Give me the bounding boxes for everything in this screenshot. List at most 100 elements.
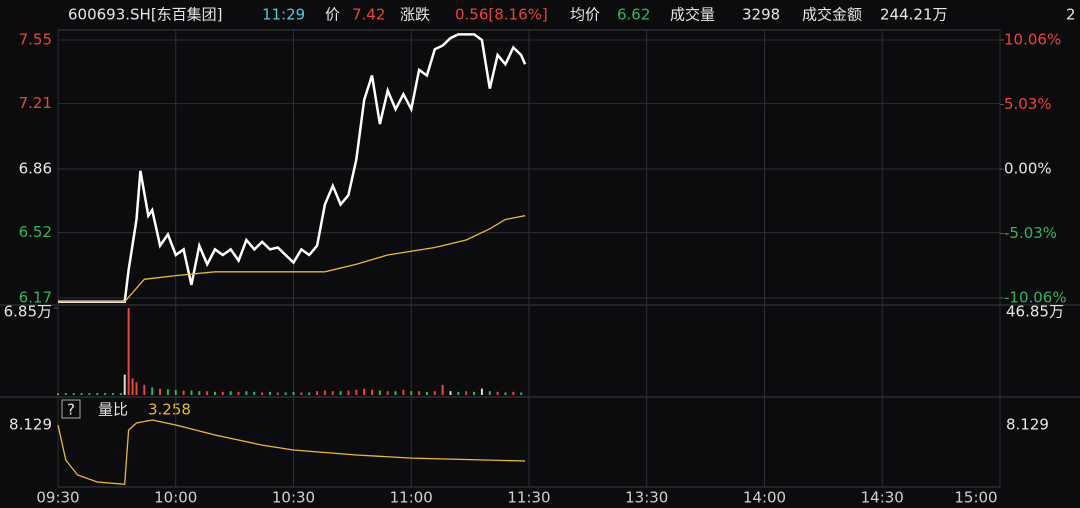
y-tick-label: 8.129 [9,416,52,434]
bar [512,391,515,395]
bar [386,391,389,395]
avg: 6.62 [617,6,650,24]
bar [402,389,405,395]
bar [433,391,436,395]
bar [418,391,421,395]
y-tick-label: 6.85万 [4,303,52,321]
bar [323,390,326,395]
bar [339,391,342,395]
bar [151,387,154,395]
bar [127,308,130,395]
bar [182,390,185,395]
y2-tick-label: 5.03% [1004,95,1052,113]
time: 11:29 [262,6,305,24]
bar [253,391,256,395]
volume-label: 成交量 [670,6,715,24]
change-label: 涨跌 [400,6,430,24]
header: 600693.SH[东百集团] 11:29 价 7.42 涨跌 0.56[8.1… [68,6,1076,24]
bar [449,391,452,395]
line [58,215,526,303]
bar [331,391,334,395]
bar [457,391,460,395]
bar [308,392,311,395]
bar [488,391,491,395]
y-tick-label: 7.55 [19,31,52,49]
bar [245,391,248,395]
bar [174,389,177,395]
bar [166,389,169,395]
bar [465,391,468,395]
bar [237,391,240,395]
bar [190,390,193,395]
avg-label: 均价 [570,6,600,24]
y-right-label: 46.85万 [1006,303,1064,321]
bar [316,391,319,395]
x-tick-label: 09:30 [36,489,79,507]
bar [355,389,358,395]
x-tick-label: 10:00 [154,489,197,507]
bar [221,391,224,395]
bar [425,391,428,395]
bar [57,393,59,395]
help-icon[interactable]: ? [67,401,75,419]
ratio-current: 3.258 [148,401,191,419]
line [57,419,526,486]
bar [206,391,209,395]
bar [441,384,444,395]
bar [123,374,126,395]
bar [111,393,114,395]
bar [159,388,162,395]
amount-label: 成交金额 [802,6,862,24]
price: 7.42 [352,6,385,24]
bar [378,390,381,395]
x-tick-label: 14:30 [861,489,904,507]
bar [143,384,146,395]
bar [520,392,523,395]
y2-tick-label: 10.06% [1004,31,1061,49]
y2-tick-label: -10.06% [1004,289,1067,307]
bar [473,391,476,395]
y-tick-label: 6.86 [19,160,52,178]
bar [72,393,75,395]
bar [480,388,483,395]
bar [131,378,134,395]
symbol: 600693.SH[东百集团] [68,6,223,24]
bar [261,392,264,395]
bar [504,392,507,395]
y2-tick-label: -5.03% [1004,224,1057,242]
bar [88,393,91,395]
x-tick-label: 14:00 [743,489,786,507]
x-tick-label: 10:30 [272,489,315,507]
bar [292,391,295,395]
x-tick-label: 11:30 [507,489,550,507]
bar [276,392,279,395]
bar [80,393,83,395]
x-tick-label: 11:00 [390,489,433,507]
bar [198,391,201,395]
bar [347,390,350,395]
price-label: 价 [325,6,340,24]
bar [394,391,397,395]
y2-tick-label: 0.00% [1004,160,1052,178]
volume: 3298 [742,6,780,24]
help-button[interactable] [61,399,81,419]
bar [363,388,366,395]
bar [214,391,216,395]
line [58,33,527,303]
bar [300,392,303,395]
bar [229,391,232,395]
change: 0.56[8.16%] [455,6,548,24]
bar [96,393,99,395]
bar [64,393,67,395]
y-tick-label: 6.17 [19,289,52,307]
amount: 244.21万 [880,6,948,24]
bar [119,393,122,395]
extra: 2 [1066,6,1076,24]
y-tick-label-right: 8.129 [1006,416,1049,434]
x-tick-label: 15:00 [954,489,997,507]
x-tick-label: 13:30 [625,489,668,507]
bar [371,389,373,395]
bar [104,393,107,395]
